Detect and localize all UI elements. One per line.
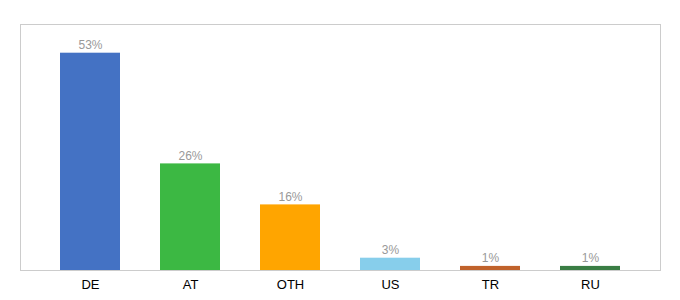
svg-text:1%: 1%: [582, 251, 600, 265]
svg-text:3%: 3%: [382, 243, 400, 257]
svg-text:DE: DE: [81, 277, 99, 292]
svg-text:16%: 16%: [278, 190, 302, 204]
svg-text:1%: 1%: [482, 251, 500, 265]
svg-text:RU: RU: [581, 277, 600, 292]
svg-text:OTH: OTH: [277, 277, 304, 292]
svg-text:US: US: [381, 277, 399, 292]
svg-text:TR: TR: [482, 277, 499, 292]
svg-text:53%: 53%: [78, 38, 102, 52]
svg-text:AT: AT: [183, 277, 199, 292]
svg-text:26%: 26%: [178, 149, 202, 163]
